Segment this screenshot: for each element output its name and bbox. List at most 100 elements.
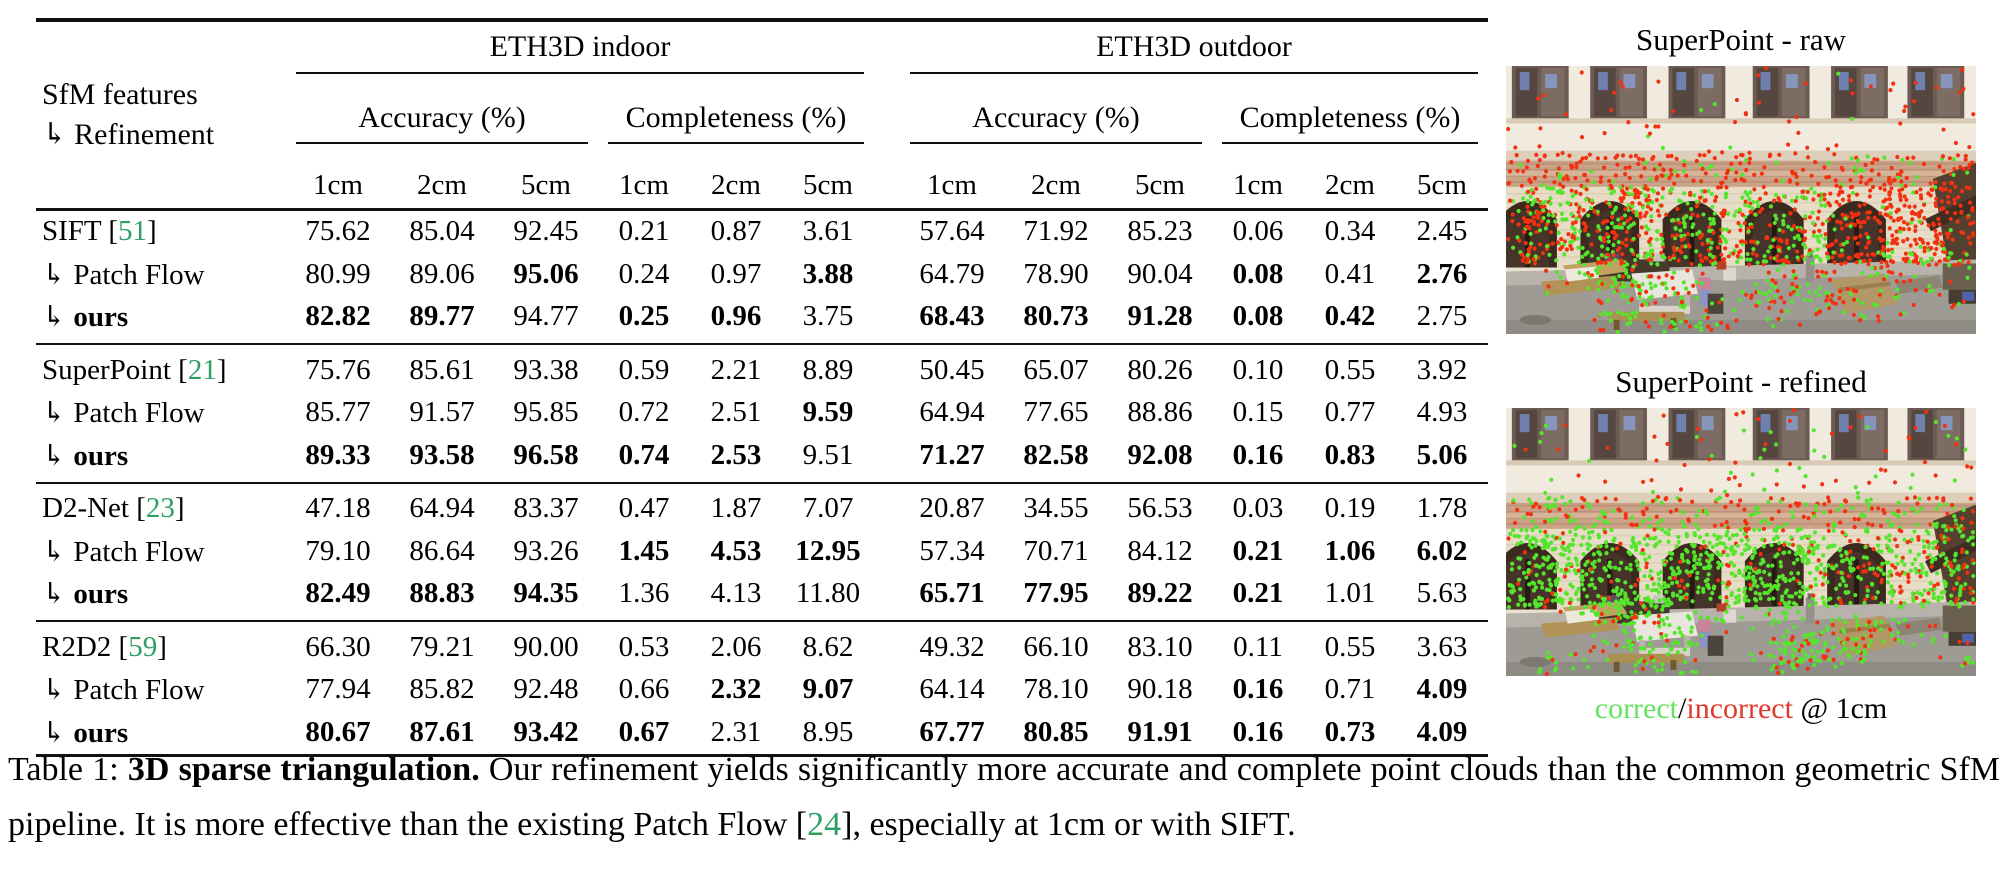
row-label: R2D2 [59] xyxy=(42,630,167,663)
metric-value: 0.03 xyxy=(1232,492,1284,525)
metric-value: 4.13 xyxy=(710,577,762,610)
metric-value: 3.88 xyxy=(802,257,854,290)
metric-value: 95.85 xyxy=(513,396,579,429)
metric-value: 71.92 xyxy=(1023,215,1089,248)
metric-value: 49.32 xyxy=(919,630,985,663)
figure-column: SuperPoint - raw SuperPoint - refined co… xyxy=(1502,0,1980,745)
metric-value: 9.51 xyxy=(802,438,854,471)
threshold-header: 5cm xyxy=(803,168,853,201)
legend-incorrect-label: incorrect xyxy=(1686,692,1793,725)
citation-link[interactable]: 21 xyxy=(187,353,217,386)
table-block-sift: SIFT [51] 75.62 85.04 92.45 0.21 0.87 3.61 57.6… xyxy=(36,211,1488,339)
refinement-arrow-icon: ↳ xyxy=(42,535,67,568)
metric-value: 0.71 xyxy=(1324,673,1376,706)
legend-correct-label: correct xyxy=(1594,692,1679,725)
refinement-arrow-icon: ↳ xyxy=(42,439,67,472)
metric-value: 82.58 xyxy=(1023,438,1089,471)
row-label: D2-Net [23] xyxy=(42,492,185,525)
metric-value: 0.42 xyxy=(1324,300,1376,333)
metric-value: 0.11 xyxy=(1233,630,1283,663)
metric-value: 91.28 xyxy=(1127,300,1193,333)
metric-value: 0.74 xyxy=(618,438,670,471)
metric-value: 0.72 xyxy=(618,396,670,429)
figure-legend: correct/incorrect @ 1cm xyxy=(1502,692,1980,726)
metric-value: 1.78 xyxy=(1416,492,1468,525)
metric-value: 78.10 xyxy=(1023,673,1089,706)
metric-value: 0.55 xyxy=(1324,630,1376,663)
citation-link[interactable]: 24 xyxy=(807,806,842,843)
metric-value: 1.01 xyxy=(1324,577,1376,610)
metric-value: 90.04 xyxy=(1127,257,1193,290)
table-bottom-rule xyxy=(36,753,1488,757)
metric-value: 75.62 xyxy=(305,215,371,248)
row-label: ↳ ours xyxy=(36,299,286,334)
cmidrule xyxy=(296,142,588,146)
threshold-header: 2cm xyxy=(417,168,467,201)
metric-value: 2.32 xyxy=(710,673,762,706)
metric-value: 0.16 xyxy=(1232,715,1284,748)
citation-link[interactable]: 51 xyxy=(118,215,148,248)
metric-value: 93.38 xyxy=(513,353,579,386)
method-name: SIFT xyxy=(42,215,102,248)
metric-value: 0.47 xyxy=(618,492,670,525)
row-label: SuperPoint [21] xyxy=(42,353,227,386)
metric-value: 79.10 xyxy=(305,534,371,567)
caption-bold-title: 3D sparse triangulation. xyxy=(127,751,480,788)
metric-value: 0.08 xyxy=(1232,300,1284,333)
metric-value: 4.53 xyxy=(710,534,762,567)
table-header-rule xyxy=(36,208,1488,211)
metric-value: 3.92 xyxy=(1416,353,1468,386)
metric-value: 0.87 xyxy=(710,215,762,248)
refinement-arrow-icon: ↳ xyxy=(42,301,67,334)
metric-value: 0.55 xyxy=(1324,353,1376,386)
metric-value: 0.66 xyxy=(618,673,670,706)
row-label: ↳ Patch Flow xyxy=(36,395,286,430)
metric-value: 87.61 xyxy=(409,715,475,748)
metric-value: 82.82 xyxy=(305,300,371,333)
figure-title-raw: SuperPoint - raw xyxy=(1635,22,1847,57)
metric-value: 70.71 xyxy=(1023,534,1089,567)
metric-value: 5.06 xyxy=(1416,438,1468,471)
metric-value: 0.08 xyxy=(1232,257,1284,290)
metric-value: 64.79 xyxy=(919,257,985,290)
metric-value: 80.85 xyxy=(1023,715,1089,748)
table-block-r2d2: R2D2 [59] 66.30 79.21 90.00 0.53 2.06 8.62 49.3… xyxy=(36,626,1488,754)
row-label: ↳ ours xyxy=(36,438,286,473)
stub-header: SfM features ↳ Refinement xyxy=(36,75,286,155)
metric-value: 92.45 xyxy=(513,215,579,248)
metric-value: 8.95 xyxy=(802,715,854,748)
subheader-completeness-indoor: Completeness (%) xyxy=(625,101,847,134)
metric-value: 0.97 xyxy=(710,257,762,290)
metric-value: 96.58 xyxy=(513,438,579,471)
threshold-header: 1cm xyxy=(313,168,363,201)
cmidrule xyxy=(608,142,864,146)
metric-value: 64.14 xyxy=(919,673,985,706)
metric-value: 0.06 xyxy=(1232,215,1284,248)
row-label: ↳ ours xyxy=(36,715,286,750)
metric-value: 11.80 xyxy=(795,577,861,610)
refinement-arrow-icon: ↳ xyxy=(42,258,67,291)
group-header-indoor: ETH3D indoor xyxy=(489,30,671,63)
metric-value: 0.34 xyxy=(1324,215,1376,248)
metric-value: 0.21 xyxy=(1232,577,1284,610)
row-label: ↳ Patch Flow xyxy=(36,534,286,569)
cmidrule xyxy=(910,142,1202,146)
citation-link[interactable]: 59 xyxy=(128,630,158,663)
metric-value: 95.06 xyxy=(513,257,579,290)
metric-value: 1.45 xyxy=(618,534,670,567)
metric-value: 0.16 xyxy=(1232,438,1284,471)
metric-value: 77.94 xyxy=(305,673,371,706)
courtyard-photo-refined xyxy=(1506,408,1976,676)
metric-value: 50.45 xyxy=(919,353,985,386)
metric-value: 20.87 xyxy=(919,492,985,525)
cmidrule xyxy=(296,72,864,76)
figure-image-raw xyxy=(1506,66,1976,334)
metric-value: 2.53 xyxy=(710,438,762,471)
stub-line2: ↳ Refinement xyxy=(42,115,286,155)
threshold-header: 2cm xyxy=(1031,168,1081,201)
table-block-rule xyxy=(36,620,1488,622)
metric-value: 77.95 xyxy=(1023,577,1089,610)
citation-link[interactable]: 23 xyxy=(145,492,175,525)
refinement-arrow-icon: ↳ xyxy=(42,578,67,611)
